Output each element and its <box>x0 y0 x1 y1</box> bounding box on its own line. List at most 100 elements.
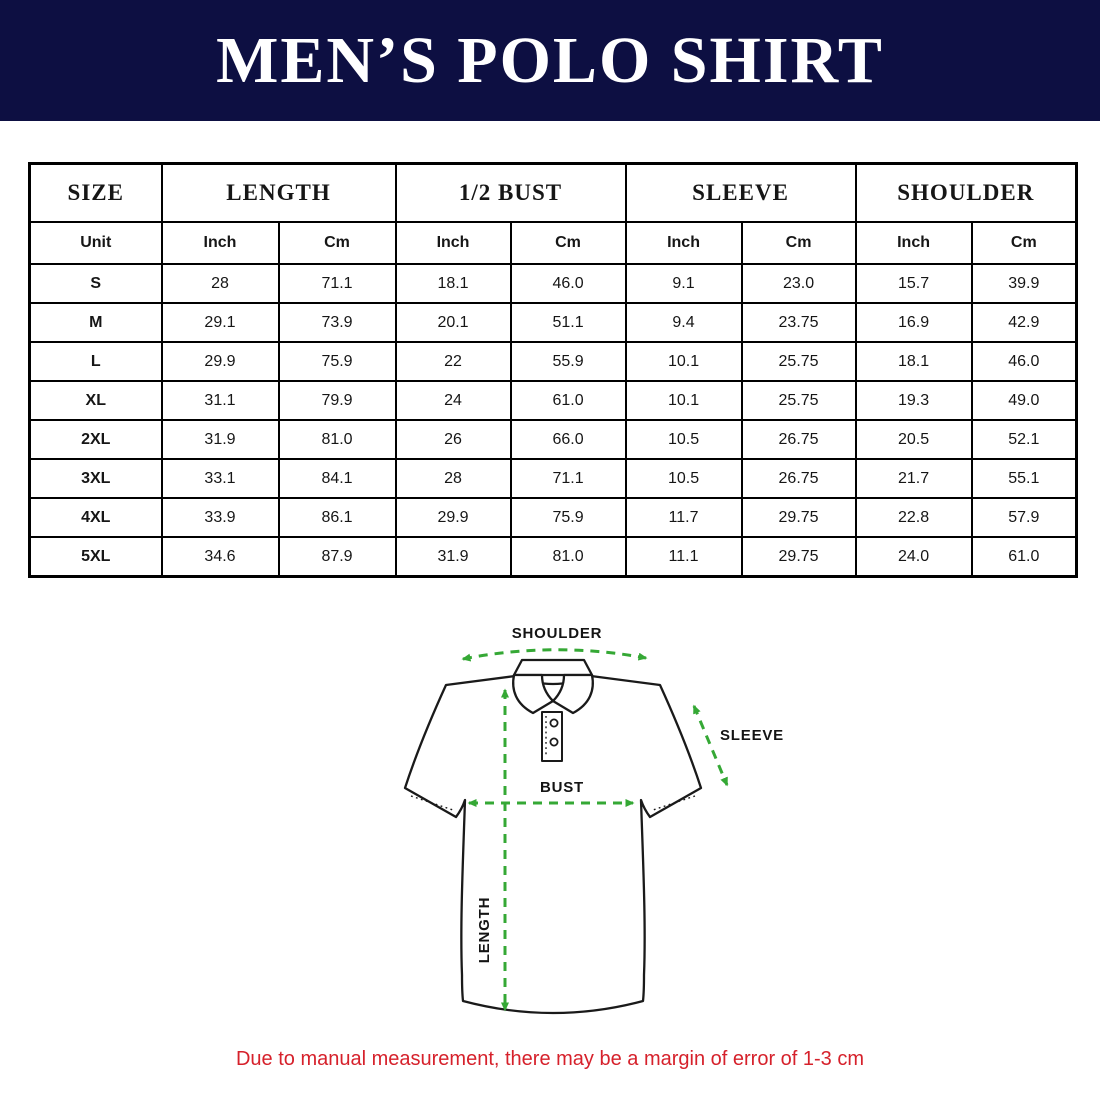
measurement-cell: 31.9 <box>394 536 512 578</box>
measurement-cell: 34.6 <box>160 536 280 578</box>
measurement-cell: 26.75 <box>740 458 857 499</box>
measurement-cell: 33.9 <box>160 497 280 538</box>
measurement-cell: 81.0 <box>277 419 397 460</box>
measurement-cell: 51.1 <box>509 302 627 343</box>
table-row: 2XL 31.9 81.0 26 66.0 10.5 26.75 20.5 52.1 <box>28 419 1078 460</box>
shoulder-label: SHOULDER <box>512 625 603 642</box>
column-header-sleeve: SLEEVE <box>624 162 857 223</box>
measurement-cell: 66.0 <box>509 419 627 460</box>
bust-label: BUST <box>540 779 584 796</box>
unit-cell: Inch <box>624 221 743 265</box>
column-header-bust: 1/2 BUST <box>394 162 627 223</box>
measurement-cell: 10.5 <box>624 419 743 460</box>
measurement-cell: 26 <box>394 419 512 460</box>
measurement-cell: 31.1 <box>160 380 280 421</box>
measurement-cell: 20.1 <box>394 302 512 343</box>
measurement-cell: 52.1 <box>970 419 1078 460</box>
size-label: L <box>28 341 163 382</box>
measurement-cell: 79.9 <box>277 380 397 421</box>
unit-cell: Cm <box>277 221 397 265</box>
measurement-cell: 18.1 <box>394 263 512 304</box>
measurement-cell: 26.75 <box>740 419 857 460</box>
measurement-cell: 25.75 <box>740 341 857 382</box>
table-row: 3XL 33.1 84.1 28 71.1 10.5 26.75 21.7 55.1 <box>28 458 1078 499</box>
unit-cell: Cm <box>740 221 857 265</box>
polo-shirt-diagram: SHOULDER SLEEVE BUST LENGTH <box>403 625 783 1015</box>
page-title: MEN’S POLO SHIRT <box>216 23 884 97</box>
table-row: L 29.9 75.9 22 55.9 10.1 25.75 18.1 46.0 <box>28 341 1078 382</box>
measurement-cell: 49.0 <box>970 380 1078 421</box>
table-row: S 28 71.1 18.1 46.0 9.1 23.0 15.7 39.9 <box>28 263 1078 304</box>
table-row: XL 31.1 79.9 24 61.0 10.1 25.75 19.3 49.0 <box>28 380 1078 421</box>
measurement-cell: 31.9 <box>160 419 280 460</box>
length-label: LENGTH <box>476 897 493 963</box>
measurement-cell: 22.8 <box>854 497 973 538</box>
measurement-cell: 18.1 <box>854 341 973 382</box>
size-chart-table: SIZE LENGTH 1/2 BUST SLEEVE SHOULDER Uni… <box>28 162 1079 578</box>
unit-cell: Inch <box>854 221 973 265</box>
measurement-cell: 55.9 <box>509 341 627 382</box>
unit-cell: Inch <box>160 221 280 265</box>
measurement-cell: 19.3 <box>854 380 973 421</box>
size-label: 2XL <box>28 419 163 460</box>
size-label: M <box>28 302 163 343</box>
unit-cell: Cm <box>970 221 1078 265</box>
measurement-cell: 33.1 <box>160 458 280 499</box>
measurement-cell: 29.75 <box>740 497 857 538</box>
button-top <box>549 718 559 728</box>
measurement-cell: 75.9 <box>509 497 627 538</box>
size-label: 4XL <box>28 497 163 538</box>
measurement-cell: 87.9 <box>277 536 397 578</box>
measurement-cell: 71.1 <box>509 458 627 499</box>
measurement-cell: 57.9 <box>970 497 1078 538</box>
title-banner: MEN’S POLO SHIRT <box>0 0 1100 121</box>
measurement-cell: 11.7 <box>624 497 743 538</box>
measurement-cell: 71.1 <box>277 263 397 304</box>
measurement-cell: 29.9 <box>394 497 512 538</box>
measurement-cell: 73.9 <box>277 302 397 343</box>
measurement-cell: 29.9 <box>160 341 280 382</box>
measurement-cell: 24.0 <box>854 536 973 578</box>
size-label: 5XL <box>28 536 163 578</box>
size-label: 3XL <box>28 458 163 499</box>
measurement-cell: 10.5 <box>624 458 743 499</box>
measurement-cell: 20.5 <box>854 419 973 460</box>
measurement-cell: 39.9 <box>970 263 1078 304</box>
measurement-cell: 24 <box>394 380 512 421</box>
unit-row: Unit Inch Cm Inch Cm Inch Cm Inch Cm <box>28 221 1078 265</box>
measurement-cell: 28 <box>160 263 280 304</box>
unit-cell: Inch <box>394 221 512 265</box>
measurement-cell: 28 <box>394 458 512 499</box>
measurement-cell: 55.1 <box>970 458 1078 499</box>
measurement-disclaimer: Due to manual measurement, there may be … <box>235 1048 865 1070</box>
measurement-cell: 81.0 <box>509 536 627 578</box>
measurement-arrows <box>461 648 729 1012</box>
column-header-shoulder: SHOULDER <box>854 162 1078 223</box>
measurement-cell: 84.1 <box>277 458 397 499</box>
measurement-cell: 16.9 <box>854 302 973 343</box>
measurement-cell: 9.1 <box>624 263 743 304</box>
measurement-cell: 29.1 <box>160 302 280 343</box>
column-header-size: SIZE <box>28 162 163 223</box>
size-table-body: S 28 71.1 18.1 46.0 9.1 23.0 15.7 39.9 M 29.1 73.9 2… <box>28 263 1078 578</box>
column-header-length: LENGTH <box>160 162 397 223</box>
table-row: M 29.1 73.9 20.1 51.1 9.4 23.75 16.9 42.9 <box>28 302 1078 343</box>
measurement-cell: 61.0 <box>509 380 627 421</box>
button-bottom <box>549 737 559 747</box>
measurement-cell: 42.9 <box>970 302 1078 343</box>
measurement-cell: 10.1 <box>624 341 743 382</box>
measurement-cell: 21.7 <box>854 458 973 499</box>
unit-cell: Unit <box>28 221 163 265</box>
table-row: 5XL 34.6 87.9 31.9 81.0 11.1 29.75 24.0 61.0 <box>28 536 1078 578</box>
measurement-cell: 10.1 <box>624 380 743 421</box>
measurement-cell: 86.1 <box>277 497 397 538</box>
table-header-row: SIZE LENGTH 1/2 BUST SLEEVE SHOULDER <box>28 162 1078 223</box>
unit-cell: Cm <box>509 221 627 265</box>
measurement-cell: 15.7 <box>854 263 973 304</box>
measurement-cell: 23.75 <box>740 302 857 343</box>
measurement-cell: 75.9 <box>277 341 397 382</box>
measurement-cell: 29.75 <box>740 536 857 578</box>
measurement-cell: 11.1 <box>624 536 743 578</box>
shoulder-arrow <box>461 648 648 662</box>
